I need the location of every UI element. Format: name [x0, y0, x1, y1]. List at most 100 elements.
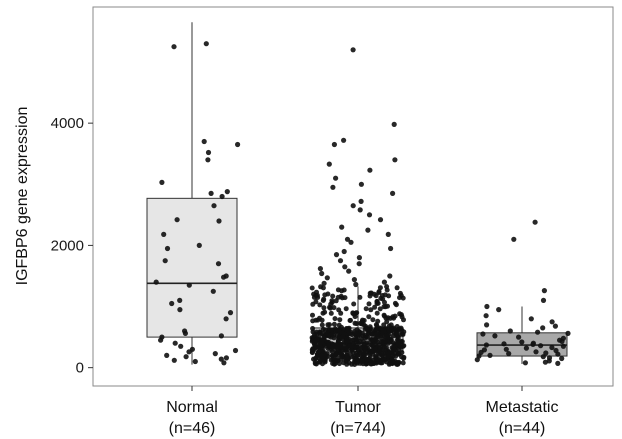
data-point — [385, 303, 390, 309]
data-point — [383, 350, 388, 355]
data-point — [320, 355, 325, 361]
data-point — [377, 217, 384, 223]
data-point — [219, 193, 225, 200]
data-point — [373, 326, 379, 332]
data-point — [541, 288, 548, 294]
data-point — [354, 327, 360, 333]
data-point — [496, 307, 502, 313]
data-point — [368, 307, 374, 313]
data-point — [565, 330, 571, 336]
data-point — [542, 359, 549, 365]
data-point — [343, 344, 349, 350]
data-point — [183, 354, 189, 360]
data-point — [359, 349, 365, 355]
data-point — [235, 141, 241, 148]
y-tick-label: 2000 — [51, 237, 84, 254]
data-point — [381, 344, 387, 350]
data-point — [356, 261, 362, 267]
data-point — [215, 261, 222, 267]
data-point — [365, 227, 371, 233]
data-point — [314, 292, 320, 298]
data-point — [224, 189, 230, 195]
data-point — [380, 296, 386, 302]
data-point — [503, 346, 509, 352]
data-point — [328, 301, 334, 307]
data-point — [352, 314, 358, 320]
data-point — [343, 306, 349, 312]
data-point — [511, 236, 517, 242]
data-point — [368, 337, 374, 343]
data-point — [359, 330, 365, 336]
data-point — [345, 327, 351, 333]
x-tick-label: Normal — [166, 399, 218, 416]
data-point — [159, 179, 165, 185]
data-point — [359, 353, 365, 359]
data-point — [344, 236, 351, 242]
data-point — [359, 358, 365, 364]
data-point — [357, 294, 363, 300]
data-point — [555, 360, 561, 366]
data-point — [341, 248, 347, 255]
data-point — [318, 346, 324, 351]
data-point — [218, 333, 224, 339]
data-point — [317, 302, 323, 308]
data-point — [352, 362, 358, 367]
data-point — [347, 343, 353, 349]
data-point — [401, 343, 407, 349]
data-point — [362, 335, 368, 341]
data-point — [186, 349, 192, 355]
data-point — [171, 357, 177, 363]
data-point — [310, 318, 316, 324]
data-point — [331, 361, 337, 367]
data-point — [528, 316, 534, 322]
data-point — [314, 336, 320, 342]
data-point — [164, 245, 171, 252]
data-point — [377, 306, 383, 312]
data-point — [358, 336, 364, 341]
data-point — [350, 350, 356, 356]
data-point — [178, 343, 184, 349]
data-point — [351, 301, 357, 307]
data-point — [384, 319, 390, 325]
data-point — [177, 297, 183, 303]
data-point — [338, 310, 344, 316]
data-point — [352, 320, 358, 326]
data-point — [309, 285, 315, 291]
data-point — [367, 167, 373, 173]
data-point — [392, 300, 398, 306]
data-point — [532, 219, 538, 225]
data-point — [372, 346, 378, 352]
data-point — [218, 356, 224, 362]
data-point — [348, 239, 354, 245]
data-point — [392, 157, 398, 163]
data-point — [382, 357, 388, 363]
data-point — [342, 264, 348, 270]
data-point — [474, 357, 480, 363]
data-point — [371, 291, 377, 297]
data-point — [333, 175, 339, 181]
data-point — [208, 190, 214, 196]
data-point — [331, 305, 337, 311]
data-point — [344, 354, 350, 360]
data-point — [221, 274, 227, 280]
data-points — [153, 41, 571, 367]
data-point — [395, 333, 401, 339]
data-point — [397, 290, 403, 296]
data-point — [501, 341, 507, 347]
y-tick-label: 4000 — [51, 115, 84, 132]
data-point — [319, 322, 325, 328]
data-point — [346, 268, 352, 274]
data-point — [333, 351, 339, 357]
data-point — [370, 357, 376, 363]
data-point — [347, 318, 353, 323]
data-point — [324, 275, 330, 281]
data-point — [330, 356, 336, 362]
data-point — [161, 231, 167, 237]
data-point — [376, 359, 382, 365]
data-point — [388, 322, 394, 328]
box-normal — [146, 197, 238, 338]
data-point — [331, 335, 337, 341]
data-point — [223, 355, 229, 361]
data-point — [388, 326, 394, 332]
data-point — [540, 325, 546, 331]
